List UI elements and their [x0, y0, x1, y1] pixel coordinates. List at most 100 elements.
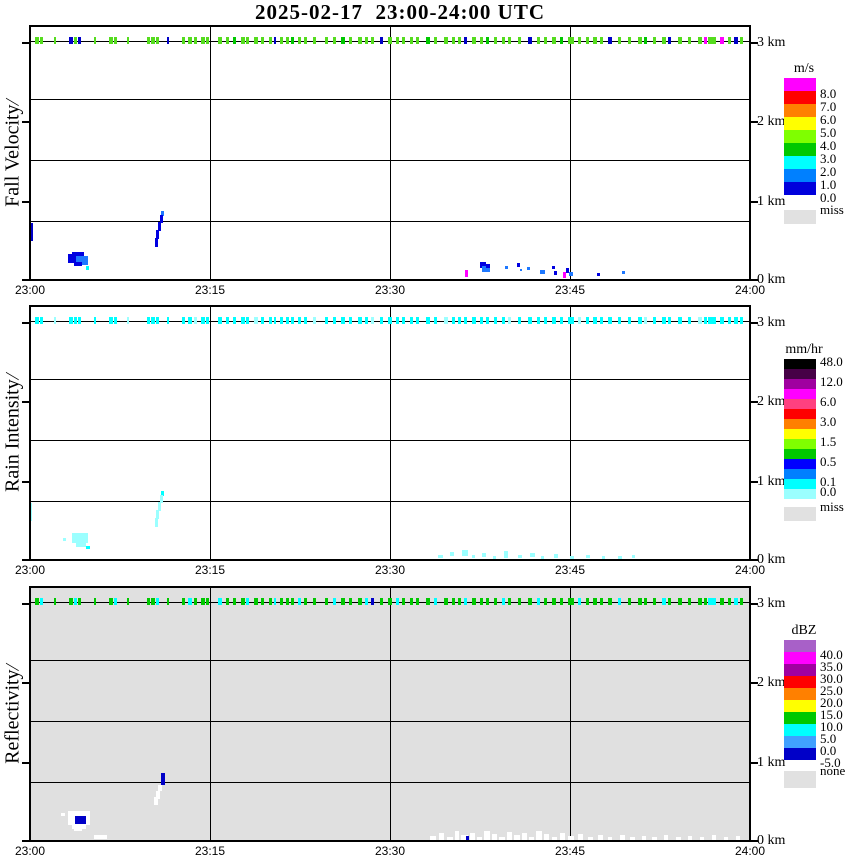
legend-miss-label: miss — [820, 499, 844, 514]
legend-box — [784, 130, 816, 143]
km-tick-mark — [751, 603, 758, 605]
legend-value-label: 12.0 — [820, 374, 843, 389]
time-tick-label: 24:00 — [734, 563, 766, 577]
km-tick-label: 2 km — [757, 114, 786, 129]
legend-value-label: 7.0 — [820, 99, 837, 114]
time-tick-label: 23:00 — [14, 844, 46, 858]
km-tick-mark — [22, 840, 29, 842]
time-tick-label: 23:00 — [14, 563, 46, 577]
legend-box — [784, 399, 816, 409]
legend-value-label: 10.0 — [820, 719, 843, 734]
km-tick-mark — [22, 42, 29, 44]
legend-box — [784, 156, 816, 169]
plot-rain-intensity — [29, 305, 751, 561]
legend-value-label: 0.1 — [820, 474, 837, 489]
km-tick-mark — [751, 121, 758, 123]
legend-value-label: 4.0 — [820, 138, 837, 153]
km-tick-mark — [22, 559, 29, 561]
plot-reflectivity — [29, 586, 751, 842]
km-tick-label: 1 km — [757, 194, 786, 209]
km-tick-mark — [22, 201, 29, 203]
km-tick-mark — [751, 401, 758, 403]
legend-value-label: 3.0 — [820, 151, 837, 166]
km-tick-label: 3 km — [757, 35, 786, 50]
km-tick-mark — [751, 682, 758, 684]
legend-value-label: -5.0 — [820, 755, 841, 770]
time-tick-label: 24:00 — [734, 283, 766, 297]
legend-box — [784, 748, 816, 760]
legend-box — [784, 652, 816, 664]
legend-box — [784, 429, 816, 439]
km-tick-mark — [751, 840, 758, 842]
legend-box — [784, 182, 816, 195]
km-tick-mark — [751, 481, 758, 483]
legend-value-label: 5.0 — [820, 125, 837, 140]
km-tick-mark — [751, 762, 758, 764]
legend-box — [784, 479, 816, 489]
time-tick-label: 23:30 — [374, 283, 406, 297]
time-tick-label: 23:15 — [194, 283, 226, 297]
legend-value-label: 1.0 — [820, 177, 837, 192]
time-tick-label: 24:00 — [734, 844, 766, 858]
legend-box — [784, 459, 816, 469]
legend-value-label: 48.0 — [820, 354, 843, 369]
legend-value-label: 15.0 — [820, 707, 843, 722]
legend-box — [784, 724, 816, 736]
km-tick-mark — [751, 322, 758, 324]
figure-title: 2025-02-17 23:00-24:00 UTC — [254, 0, 546, 24]
legend-value-label: 0.0 — [820, 484, 837, 499]
km-tick-mark — [751, 279, 758, 281]
legend-value-label: 20.0 — [820, 695, 843, 710]
legend-title: dBZ — [791, 623, 817, 638]
legend-miss-box — [784, 507, 816, 521]
ylabel-rain-intensity: Rain Intensity/ — [1, 371, 24, 493]
legend-box — [784, 78, 816, 91]
legend-value-label: 25.0 — [820, 683, 843, 698]
legend-box — [784, 104, 816, 117]
legend-value-label: 2.0 — [820, 164, 837, 179]
legend-value-label: 5.0 — [820, 731, 837, 746]
time-tick-label: 23:15 — [194, 563, 226, 577]
time-tick-label: 23:45 — [554, 563, 586, 577]
legend-box — [784, 640, 816, 652]
ylabel-fall-velocity: Fall Velocity/ — [1, 96, 24, 207]
km-tick-mark — [751, 42, 758, 44]
legend-miss-label: miss — [820, 202, 844, 217]
legend-title: mm/hr — [785, 342, 823, 357]
legend-value-label: 35.0 — [820, 659, 843, 674]
legend-title: m/s — [793, 61, 815, 76]
km-tick-mark — [751, 201, 758, 203]
time-scale: 23:00 23:15 23:30 23:45 24:00 — [15, 563, 765, 577]
time-tick-label: 23:15 — [194, 844, 226, 858]
legend-box — [784, 688, 816, 700]
legend-box — [784, 91, 816, 104]
legend-value-label: 40.0 — [820, 647, 843, 662]
km-tick-mark — [22, 121, 29, 123]
km-tick-mark — [22, 481, 29, 483]
time-tick-label: 23:00 — [14, 283, 46, 297]
legend-box — [784, 359, 816, 369]
legend-miss-label: none — [820, 763, 846, 778]
legend-value-label: 1.5 — [820, 434, 837, 449]
legend-box — [784, 449, 816, 459]
legend-box — [784, 419, 816, 429]
legend-value-label: 6.0 — [820, 112, 837, 127]
km-tick-label: 3 km — [757, 315, 786, 330]
plot-fall-velocity — [29, 25, 751, 281]
legend-box — [784, 169, 816, 182]
legend-box — [784, 389, 816, 399]
km-tick-label: 0 km — [757, 552, 786, 567]
time-scale: 23:00 23:15 23:30 23:45 24:00 — [15, 844, 765, 858]
legend-value-label: 6.0 — [820, 394, 837, 409]
legend-value-label: 8.0 — [820, 86, 837, 101]
legend-value-label: 3.0 — [820, 414, 837, 429]
time-tick-label: 23:30 — [374, 563, 406, 577]
legend-box — [784, 712, 816, 724]
km-tick-mark — [22, 401, 29, 403]
legend-value-label: 30.0 — [820, 671, 843, 686]
km-tick-mark — [22, 682, 29, 684]
ylabel-reflectivity: Reflectivity/ — [1, 661, 24, 764]
time-tick-label: 23:45 — [554, 283, 586, 297]
time-scale: 23:00 23:15 23:30 23:45 24:00 — [15, 283, 765, 297]
